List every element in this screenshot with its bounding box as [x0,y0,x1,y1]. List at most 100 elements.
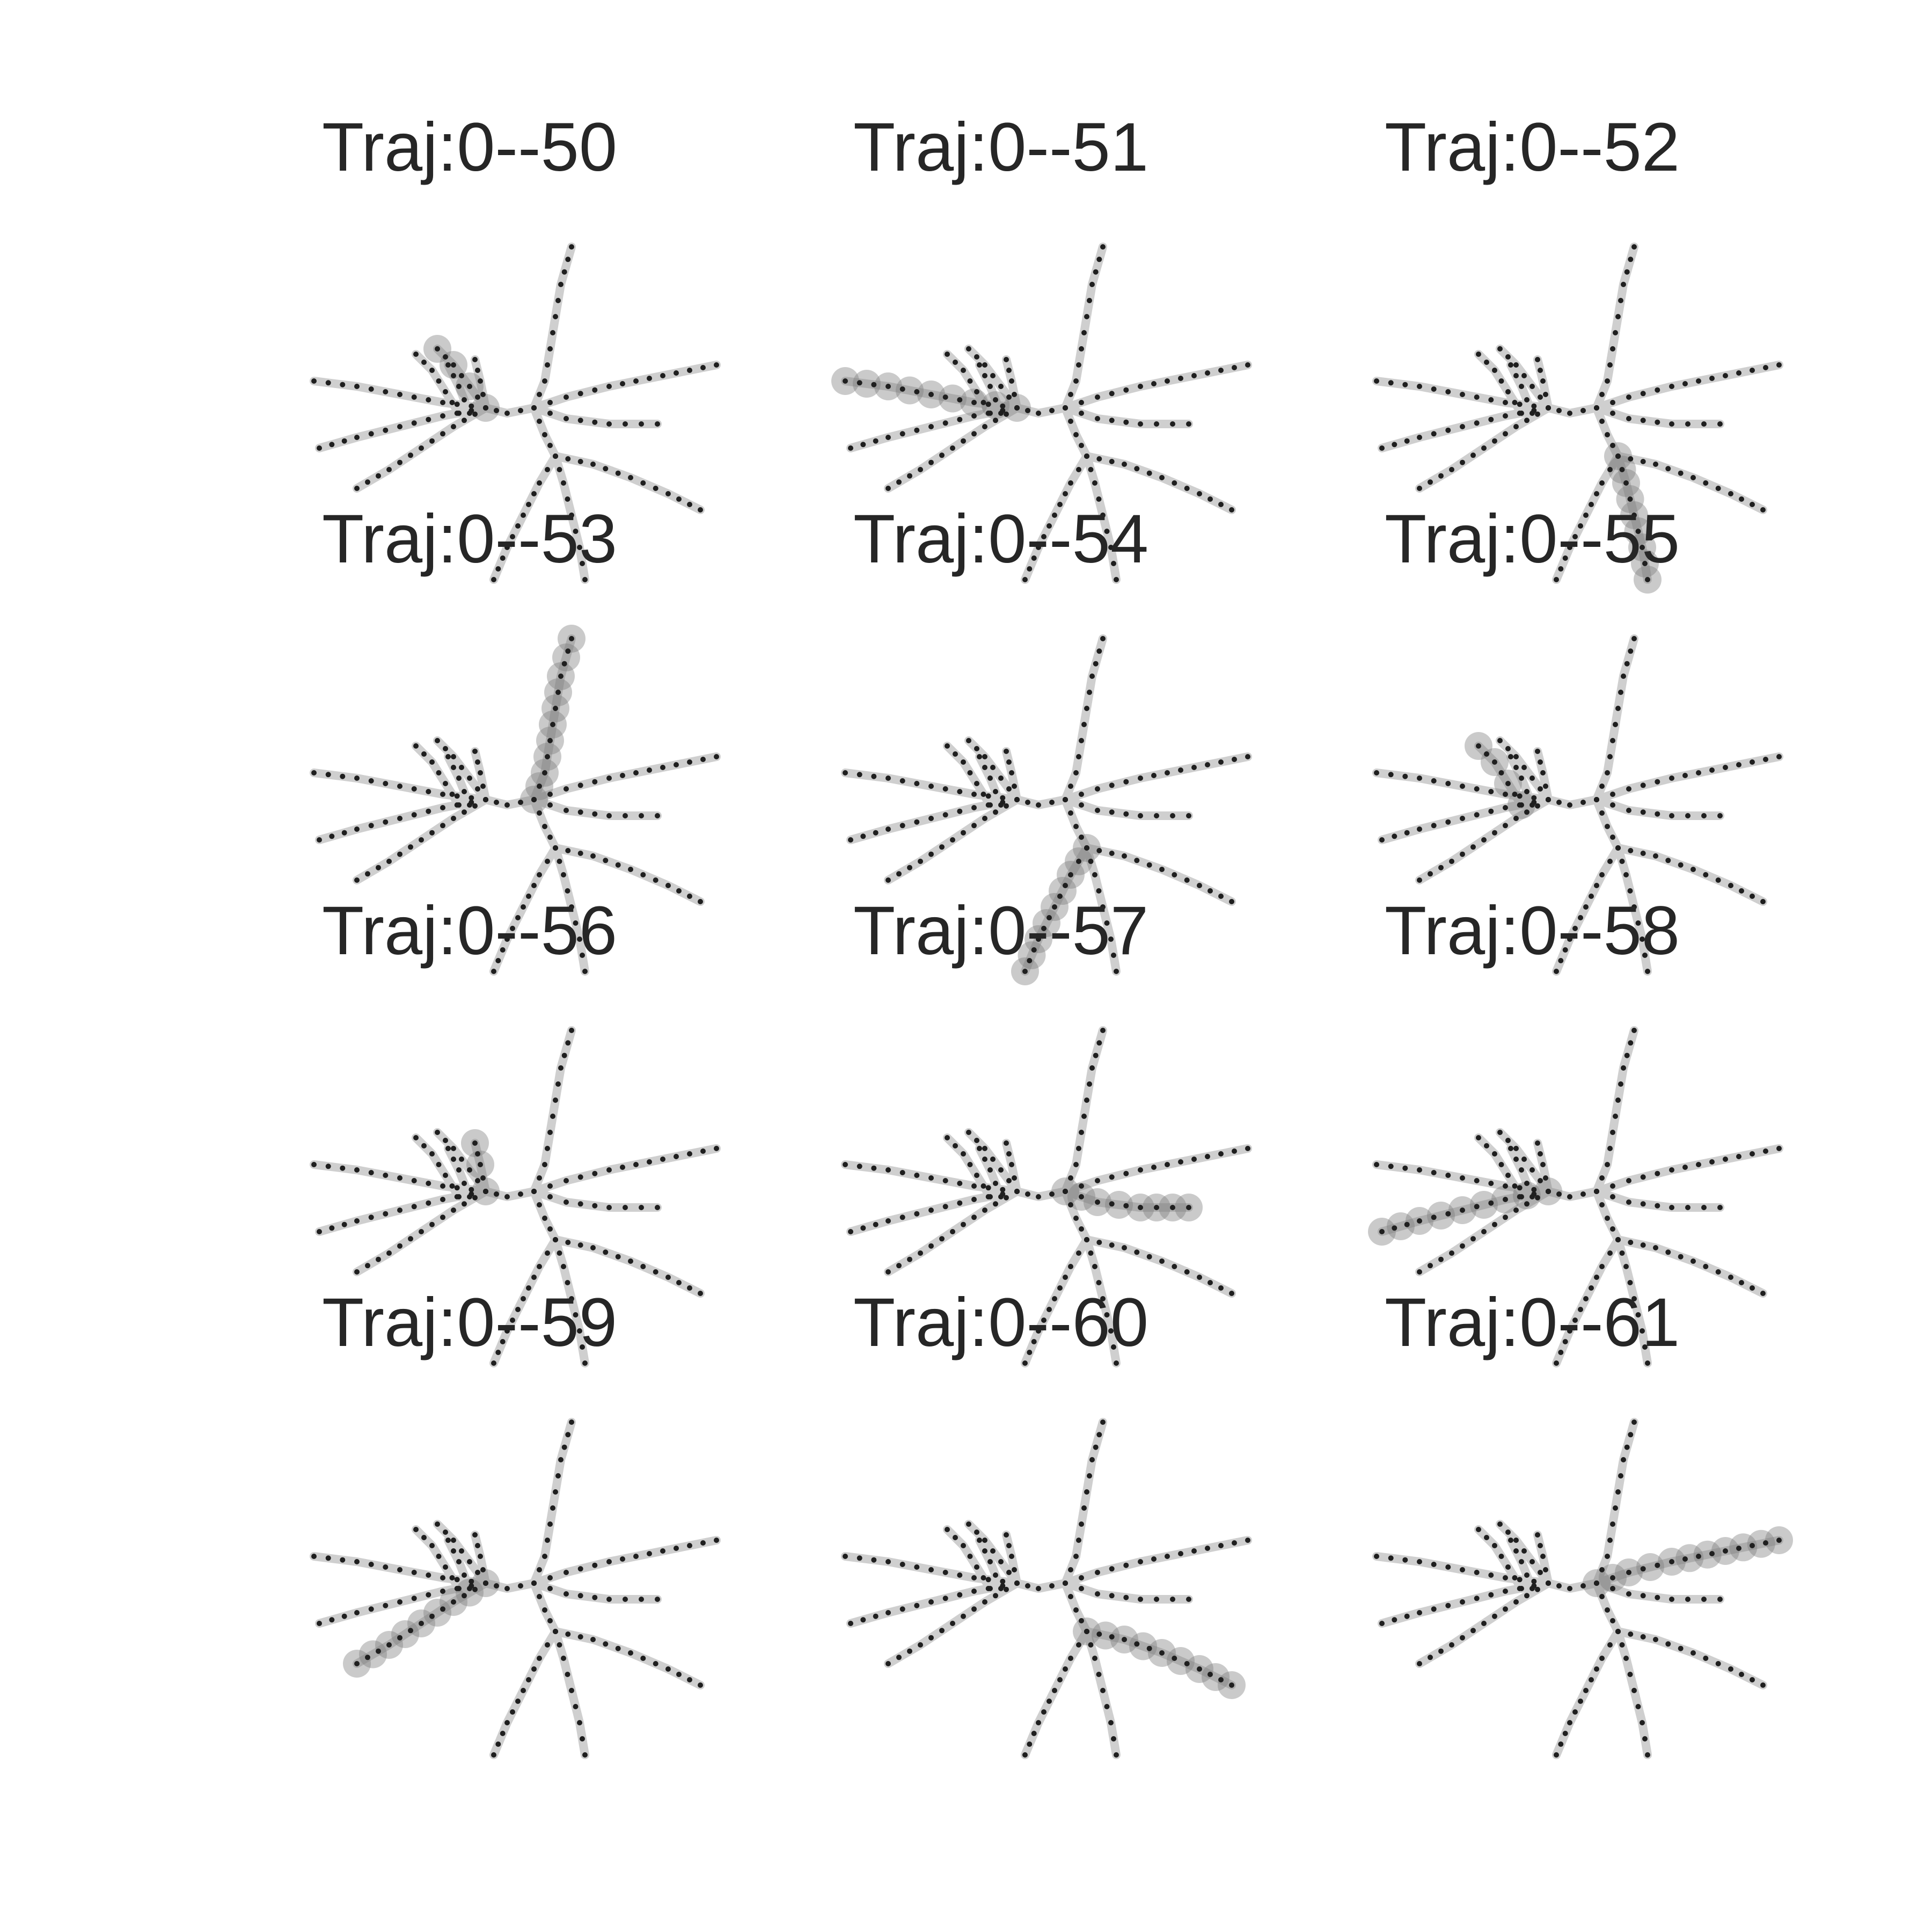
node-dot [1374,1554,1379,1559]
node-dot [1682,1165,1688,1170]
node-dot [577,545,582,550]
node-dot [408,1628,413,1634]
node-dot [1197,1275,1202,1280]
node-dot [1513,362,1519,368]
node-dot [354,1610,360,1615]
node-dot [1599,480,1605,486]
node-dot [429,368,435,373]
node-dot [1594,1275,1599,1280]
node-dot [1009,1162,1014,1167]
node-dot [1154,813,1159,818]
node-dot [1517,401,1523,407]
node-dot [440,400,445,405]
node-dot [1610,802,1615,808]
node-dot [435,1521,440,1527]
node-dot [620,1556,625,1562]
node-dot [885,1559,891,1564]
node-dot [1104,920,1110,926]
node-dot [1610,835,1615,840]
node-dot [896,1263,902,1269]
node-dot [1763,365,1768,370]
node-dot [977,1146,982,1151]
node-dot [311,378,317,384]
node-dot [1610,411,1615,416]
node-dot [1000,1187,1006,1192]
node-dot [967,378,973,384]
node-dot [545,859,550,864]
node-dot [456,1167,462,1173]
node-dot [1531,1187,1537,1192]
node-dot [1728,883,1733,888]
node-dot [990,1157,996,1162]
node-dot [885,384,891,389]
node-dot [628,1258,633,1264]
node-dot [1046,1699,1052,1704]
node-dot [537,1202,542,1208]
node-dot [569,1419,574,1425]
node-dot [445,754,451,759]
node-dot [531,491,537,496]
node-dot [1624,661,1630,667]
node-dot [1123,1562,1129,1568]
node-dot [573,529,579,534]
node-dot [451,1208,456,1213]
tree-nodes [843,244,1250,582]
node-dot [1546,405,1551,411]
node-dot [1498,1162,1504,1167]
node-dot [1057,1285,1063,1291]
node-dot [633,1162,639,1167]
node-dot [550,1114,555,1119]
node-dot [1088,467,1094,472]
node-dot [914,819,920,825]
node-dot [561,872,566,877]
node-dot [1640,1174,1646,1180]
node-dot [454,401,460,407]
node-dot [985,802,991,808]
node-dot [354,775,360,781]
node-dot [640,480,646,486]
node-dot [942,786,948,792]
node-dot [1431,823,1437,829]
node-dot [495,1350,501,1355]
node-dot [1736,1154,1741,1159]
node-dot [623,1205,628,1210]
node-dot [885,775,891,781]
node-dot [419,1229,424,1234]
node-dot [397,1208,402,1213]
node-dot [1599,392,1605,397]
node-dot [531,1189,537,1194]
node-dot [1134,466,1140,472]
node-dot [1049,800,1055,805]
node-dot [1208,888,1213,894]
node-dot [1739,1672,1744,1677]
node-dot [592,1203,598,1209]
node-dot [386,1250,392,1256]
trajectory-tree [841,1026,1252,1367]
node-dot [1229,1682,1234,1688]
node-dot [1460,1635,1465,1641]
node-dot [1151,1556,1157,1562]
node-dot [1562,1339,1568,1344]
node-dot [1619,1642,1625,1648]
node-dot [1027,1741,1033,1747]
node-dot [1513,373,1519,378]
branch-trunk-upper [1013,795,1070,809]
node-dot [565,888,570,894]
node-dot [1460,392,1465,397]
node-dot [1022,1360,1028,1366]
node-dot [354,384,360,389]
node-dot [440,823,445,829]
tree-nodes [843,1028,1250,1366]
node-dot [582,969,588,974]
node-dot [674,1154,679,1159]
node-dot [1138,1205,1143,1210]
node-dot [961,1221,966,1227]
node-dot [1519,384,1524,389]
node-dot [1417,435,1422,440]
node-dot [435,1130,440,1135]
node-dot [698,899,703,904]
node-dot [1492,1221,1497,1227]
node-dot [1449,1642,1454,1648]
node-dot [1049,1583,1055,1589]
node-dot [478,1162,483,1167]
